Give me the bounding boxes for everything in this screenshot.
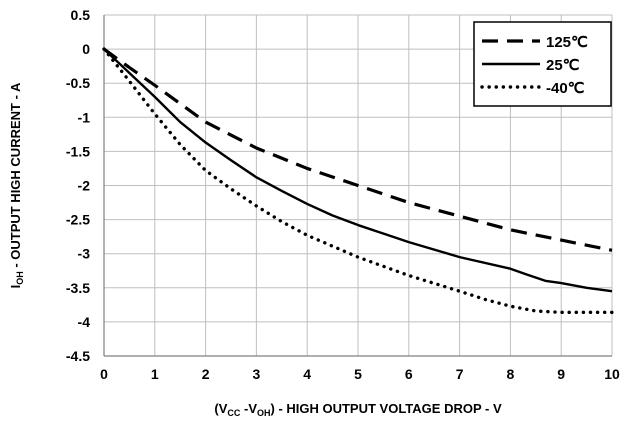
x-tick-label: 3 [253, 366, 261, 382]
y-tick-label: -3.5 [66, 280, 90, 296]
x-tick-label: 9 [557, 366, 565, 382]
series-line-2 [102, 47, 614, 315]
legend-label: 25℃ [546, 57, 580, 74]
x-tick-label: 6 [405, 366, 413, 382]
y-tick-label: -2.5 [66, 212, 90, 228]
y-axis-title: IOH - OUTPUT HIGH CURRENT - A [8, 82, 25, 288]
y-tick-label: -1 [78, 109, 91, 125]
y-tick-label: -1.5 [66, 143, 90, 159]
y-tick-label: -3 [78, 246, 91, 262]
x-tick-label: 4 [303, 366, 311, 382]
x-tick-label: 0 [100, 366, 108, 382]
x-tick-label: 1 [151, 366, 159, 382]
x-tick-label: 5 [354, 366, 362, 382]
axis-titles: (VCC -VOH) - HIGH OUTPUT VOLTAGE DROP - … [8, 82, 502, 418]
legend: 125℃ 25℃ -40℃ [473, 21, 612, 107]
x-tick-label: 10 [604, 366, 620, 382]
series-group [102, 47, 614, 315]
x-axis-title: (VCC -VOH) - HIGH OUTPUT VOLTAGE DROP - … [214, 401, 502, 418]
x-tick-label: 8 [507, 366, 515, 382]
y-tick-label: -2 [78, 178, 91, 194]
y-tick-label: -4 [78, 314, 91, 330]
y-tick-label: 0 [82, 41, 90, 57]
legend-label: 125℃ [546, 34, 588, 51]
x-tick-label: 7 [456, 366, 464, 382]
axes [103, 15, 612, 357]
legend-label: -40℃ [546, 80, 585, 97]
y-tick-label: -0.5 [66, 75, 90, 91]
y-tick-label: 0.5 [71, 7, 91, 23]
y-tick-label: -4.5 [66, 348, 90, 364]
series-line-1 [103, 48, 613, 293]
series-line-0 [103, 47, 613, 252]
x-tick-label: 2 [202, 366, 210, 382]
tick-labels: 0 1 2 3 4 5 6 7 8 9 10 0.5 0 -0.5 -1 -1.5 -2 -2.5 -3 -3.5 -4… [66, 7, 620, 382]
